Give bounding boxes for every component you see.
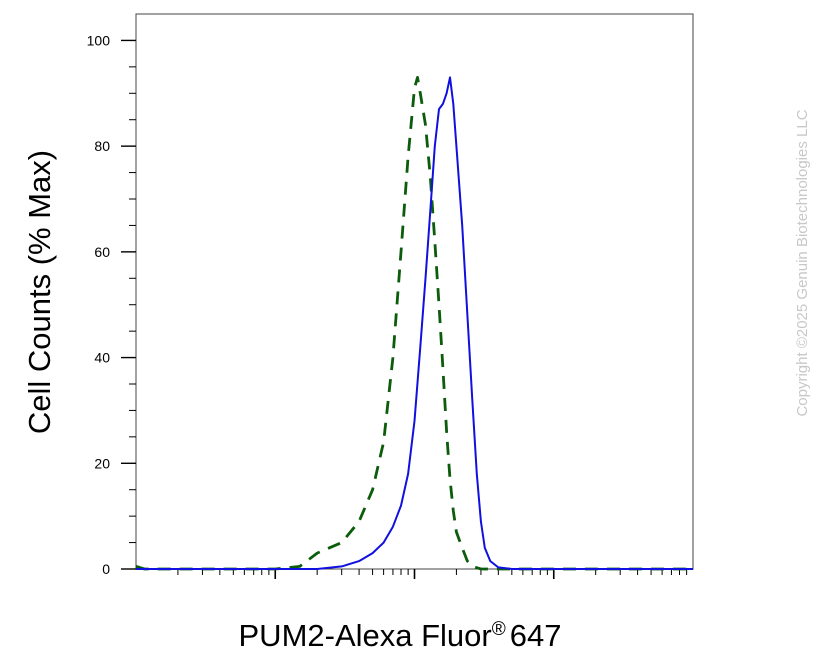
- copyright-watermark: Copyright ©2025 Genuin Biotechnologies L…: [794, 109, 811, 416]
- x-axis-title-main: PUM2-Alexa Fluor: [239, 618, 492, 653]
- x-axis-title-registered-mark: ®: [492, 619, 506, 640]
- y-axis-title: Cell Counts (% Max): [22, 150, 57, 434]
- x-axis-title-number: 647: [510, 618, 562, 653]
- x-axis: [177, 569, 688, 579]
- x-axis-title: PUM2-Alexa Fluor® 647: [239, 618, 562, 653]
- y-tick-label: 40: [94, 350, 110, 366]
- series-layer: [135, 76, 693, 571]
- y-tick-label: 0: [102, 561, 110, 577]
- y-tick-label: 80: [94, 138, 110, 154]
- sample-histogram-line: [136, 76, 693, 570]
- y-tick-label: 100: [87, 32, 111, 48]
- y-axis: 0 20 40 60 80 100: [87, 32, 136, 577]
- plot-frame: [135, 13, 694, 570]
- y-tick-label: 20: [94, 455, 110, 471]
- y-tick-label: 60: [94, 244, 110, 260]
